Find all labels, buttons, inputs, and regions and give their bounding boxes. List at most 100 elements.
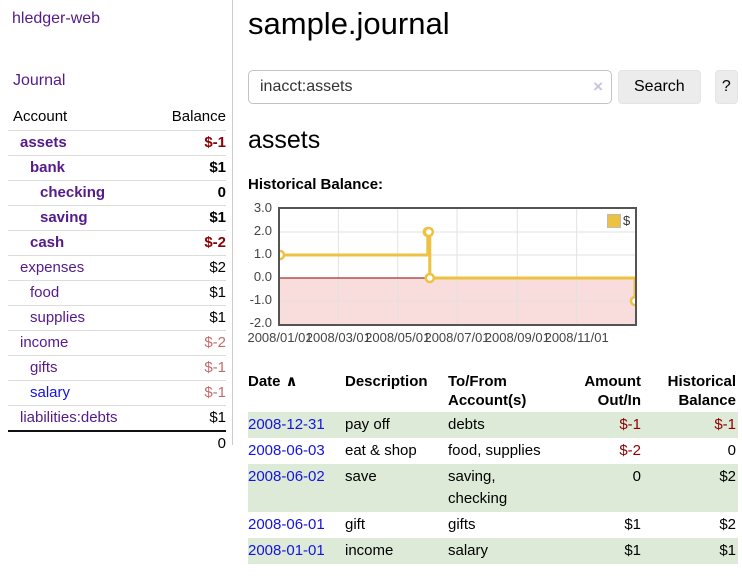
account-row: checking 0 <box>8 180 226 205</box>
y-axis-tick-label: 0.0 <box>253 269 272 284</box>
amount-cell: $1 <box>624 516 641 533</box>
transaction-date-link[interactable]: 2008-12-31 <box>248 416 325 433</box>
account-link-gifts[interactable]: gifts <box>30 359 58 376</box>
date-cell: 2008-01-01 <box>248 538 345 564</box>
x-axis-tick-label: 2008/03/01 <box>305 330 371 345</box>
page-title: sample.journal <box>248 6 450 41</box>
account-balance: $-1 <box>204 359 226 376</box>
legend-swatch <box>607 213 621 228</box>
account-balance: 0 <box>217 184 226 201</box>
transaction-row: 2008-06-01 gift gifts $1 $2 <box>248 512 738 538</box>
account-row: liabilities:debts $1 <box>8 405 226 430</box>
account-link-liabilities-debts[interactable]: liabilities:debts <box>20 409 118 426</box>
register-header-row: Date ∧ Description To/From Account(s) Amo… <box>248 370 738 412</box>
accounts-cell: debts <box>448 412 551 438</box>
account-row: food $1 <box>8 280 226 305</box>
account-link-bank[interactable]: bank <box>30 159 66 176</box>
chart-title: Historical Balance: <box>248 176 384 193</box>
accounts-cell: salary <box>448 538 551 564</box>
balance-cell: $2 <box>643 464 738 512</box>
date-cell: 2008-06-03 <box>248 438 345 464</box>
account-row: assets $-1 <box>8 130 226 155</box>
account-row: cash $-2 <box>8 230 226 255</box>
balance-cell: $1 <box>643 538 738 564</box>
account-link-food[interactable]: food <box>30 284 60 301</box>
sidebar-item-journal[interactable]: Journal <box>13 72 66 89</box>
account-link-expenses[interactable]: expenses <box>20 259 85 276</box>
x-axis-tick-label: 2008/05/01 <box>365 330 431 345</box>
accounts-cell: food, supplies <box>448 442 541 459</box>
transaction-row: 2008-06-03 eat & shop food, supplies $-2 0 <box>248 438 738 464</box>
balance-cell: $2 <box>719 516 736 533</box>
transaction-row: 2008-06-02 save saving, checking 0 $2 <box>248 464 738 512</box>
accounts-table-header: Account Balance <box>8 104 226 130</box>
account-link-income[interactable]: income <box>20 334 69 351</box>
brand-link[interactable]: hledger-web <box>12 10 101 27</box>
account-balance: $1 <box>209 284 226 301</box>
search-input[interactable] <box>248 70 612 104</box>
column-header-accounts: To/From Account(s) <box>448 373 527 409</box>
y-axis-tick-label: -2.0 <box>249 315 272 330</box>
date-header-label: Date <box>248 373 281 390</box>
sidebar: hledger-web Journal Account Balance asse… <box>0 0 233 452</box>
transaction-date-link[interactable]: 2008-06-02 <box>248 468 325 485</box>
account-balance: $-1 <box>204 384 226 401</box>
legend-label: $ <box>623 213 631 228</box>
balance-cell: 0 <box>727 442 736 459</box>
date-cell: 2008-12-31 <box>248 412 345 438</box>
amount-cell: $-1 <box>551 412 643 438</box>
date-cell: 2008-06-01 <box>248 512 345 538</box>
transaction-date-link[interactable]: 2008-06-03 <box>248 442 325 459</box>
y-axis-tick-label: 2.0 <box>253 223 272 238</box>
account-link-cash[interactable]: cash <box>30 234 65 251</box>
search-button[interactable]: Search <box>618 70 701 104</box>
y-axis-tick-label: -1.0 <box>249 292 272 307</box>
account-row: income $-2 <box>8 330 226 355</box>
transaction-date-link[interactable]: 2008-01-01 <box>248 542 325 559</box>
x-axis-tick-label: 2008/11/01 <box>544 330 609 345</box>
column-header-date[interactable]: Date ∧ <box>248 370 345 412</box>
accounts-total-row: 0 <box>8 430 226 456</box>
x-axis-tick-label: 2008/07/01 <box>424 330 490 345</box>
account-link-checking[interactable]: checking <box>40 184 106 201</box>
historical-balance-chart: $ 3.0 2.0 1.0 0.0 -1.0 -2.0 2008/01/01 2008/03/… <box>247 200 738 353</box>
account-link-supplies[interactable]: supplies <box>30 309 86 326</box>
account-link-salary[interactable]: salary <box>30 384 71 401</box>
help-button[interactable]: ? <box>714 70 738 104</box>
column-header-description: Description <box>345 373 428 390</box>
description-cell: gift <box>345 516 366 533</box>
account-balance: $1 <box>209 409 226 426</box>
clear-search-icon[interactable]: × <box>593 77 603 96</box>
account-balance: $1 <box>209 159 226 176</box>
accounts-cell: saving, checking <box>448 464 551 512</box>
description-cell: income <box>345 538 448 564</box>
transaction-date-link[interactable]: 2008-06-01 <box>248 516 325 533</box>
description-cell: save <box>345 464 448 512</box>
column-header-balance: Historical Balance <box>667 373 736 409</box>
transaction-row: 2008-12-31 pay off debts $-1 $-1 <box>248 412 738 438</box>
y-axis-tick-label: 3.0 <box>253 200 272 215</box>
chart-plot-area <box>278 207 637 326</box>
register-table: Date ∧ Description To/From Account(s) Amo… <box>248 370 738 564</box>
account-row: salary $-1 <box>8 380 226 405</box>
amount-cell: $-2 <box>619 442 641 459</box>
description-cell: eat & shop <box>345 442 417 459</box>
accounts-table: Account Balance assets $-1 bank $1 checking 0… <box>8 104 226 456</box>
amount-cell: 0 <box>551 464 643 512</box>
accounts-total-value: 0 <box>217 435 226 452</box>
x-axis-tick-label: 2008/01/01 <box>247 330 313 345</box>
account-row: saving $1 <box>8 205 226 230</box>
description-cell: pay off <box>345 412 448 438</box>
balance-cell: $-1 <box>643 412 738 438</box>
main-content: sample.journal × Search ? assets Histori… <box>247 0 738 564</box>
search-bar: × Search ? <box>248 70 738 104</box>
column-header-amount: Amount Out/In <box>584 373 641 409</box>
account-balance: $-2 <box>204 334 226 351</box>
account-link-assets[interactable]: assets <box>20 134 67 151</box>
accounts-header-account: Account <box>13 108 68 125</box>
account-row: bank $1 <box>8 155 226 180</box>
account-heading: assets <box>248 126 321 154</box>
account-row: gifts $-1 <box>8 355 226 380</box>
transaction-row: 2008-01-01 income salary $1 $1 <box>248 538 738 564</box>
account-link-saving[interactable]: saving <box>40 209 88 226</box>
